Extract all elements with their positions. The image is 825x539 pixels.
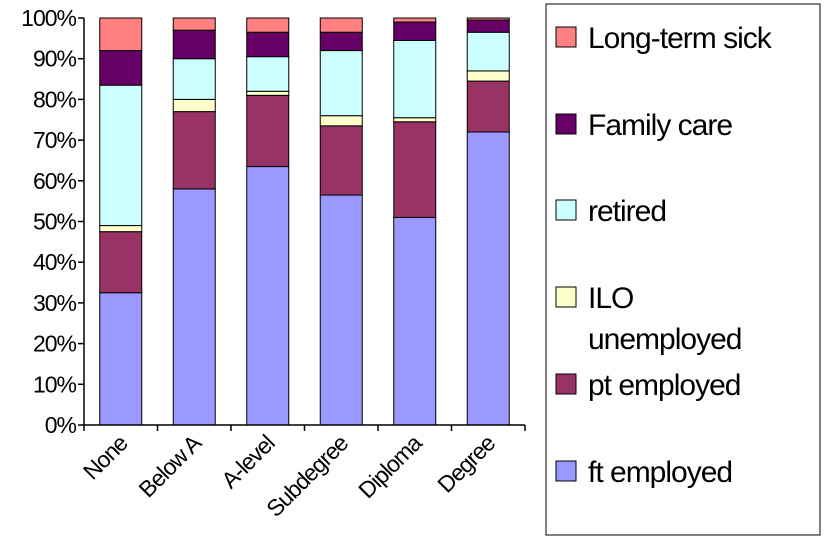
legend-label-line2: unemployed <box>588 323 741 356</box>
bar-segment-ilo-unemployed <box>99 225 143 233</box>
bar-segment-long-term-sick <box>319 17 363 33</box>
legend-label: retired <box>588 195 666 228</box>
bar-segment-long-term-sick <box>172 17 216 31</box>
x-category-label: Diploma <box>353 429 427 503</box>
bar-segment-ft-employed <box>99 292 143 426</box>
bar-segment-family-care <box>393 21 437 41</box>
legend-box <box>545 3 821 536</box>
bar-segment-long-term-sick <box>246 17 290 33</box>
legend-label: Family care <box>588 109 732 142</box>
legend-swatch <box>555 286 577 308</box>
bar-segment-pt-employed <box>393 121 437 218</box>
bar-segment-ft-employed <box>393 216 437 426</box>
y-tick-label: 70% <box>33 127 77 153</box>
bar-segment-family-care <box>319 31 363 52</box>
y-tick-label: 0% <box>45 412 77 438</box>
legend: Long-term sick Family care retired ILO unemp… <box>545 3 821 536</box>
bar-segment-pt-employed <box>319 125 363 196</box>
bar-segment-pt-employed <box>99 231 143 294</box>
y-tick-label: 80% <box>33 86 77 112</box>
y-tick-label: 10% <box>33 371 77 397</box>
bar-segment-ilo-unemployed <box>466 70 510 82</box>
bar-segment-retired <box>246 56 290 92</box>
y-tick-label: 100% <box>21 5 76 31</box>
y-tick-label: 40% <box>33 249 77 275</box>
bar-segment-pt-employed <box>172 111 216 190</box>
y-tick-label: 60% <box>33 168 77 194</box>
bar-segment-ft-employed <box>466 131 510 426</box>
legend-swatch <box>555 26 577 48</box>
legend-swatch <box>555 199 577 221</box>
bar-segment-retired <box>172 58 216 100</box>
bar-segment-ilo-unemployed <box>246 90 290 96</box>
x-category-label: Subdegree <box>261 430 353 522</box>
bar-segment-ilo-unemployed <box>393 117 437 123</box>
bar-segment-retired <box>466 31 510 72</box>
bar-segment-pt-employed <box>466 80 510 133</box>
legend-swatch <box>555 460 577 482</box>
x-category-label: Below A <box>134 429 207 502</box>
bar-segment-family-care <box>172 29 216 60</box>
bar-segment-ft-employed <box>246 166 290 426</box>
legend-swatch <box>555 373 577 395</box>
bar-segment-ft-employed <box>172 188 216 426</box>
bars-group <box>99 17 510 426</box>
y-tick-label: 30% <box>33 290 77 316</box>
bar-segment-long-term-sick <box>99 17 143 52</box>
bar-segment-retired <box>393 39 437 119</box>
legend-swatch <box>555 113 577 135</box>
y-tick-label: 90% <box>33 46 77 72</box>
x-category-label: Degree <box>432 430 500 498</box>
bar-segment-pt-employed <box>246 94 290 168</box>
bar-segment-retired <box>99 84 143 227</box>
bar-segment-family-care <box>246 31 290 58</box>
x-category-label: A-level <box>216 430 279 493</box>
bar-segment-family-care <box>466 19 510 33</box>
y-tick-label: 20% <box>33 331 77 357</box>
bar-segment-ilo-unemployed <box>172 98 216 113</box>
bar-segment-long-term-sick <box>466 17 510 21</box>
x-category-label: None <box>78 430 133 485</box>
y-tick-label: 50% <box>33 209 77 235</box>
legend-label: ILO <box>588 282 633 315</box>
bar-segment-long-term-sick <box>393 17 437 23</box>
legend-label: Long-term sick <box>588 22 773 55</box>
bar-segment-ft-employed <box>319 194 363 426</box>
bar-segment-family-care <box>99 50 143 86</box>
legend-label: ft employed <box>588 456 732 489</box>
legend-label: pt employed <box>588 369 740 402</box>
bar-segment-retired <box>319 50 363 117</box>
bar-segment-ilo-unemployed <box>319 115 363 127</box>
